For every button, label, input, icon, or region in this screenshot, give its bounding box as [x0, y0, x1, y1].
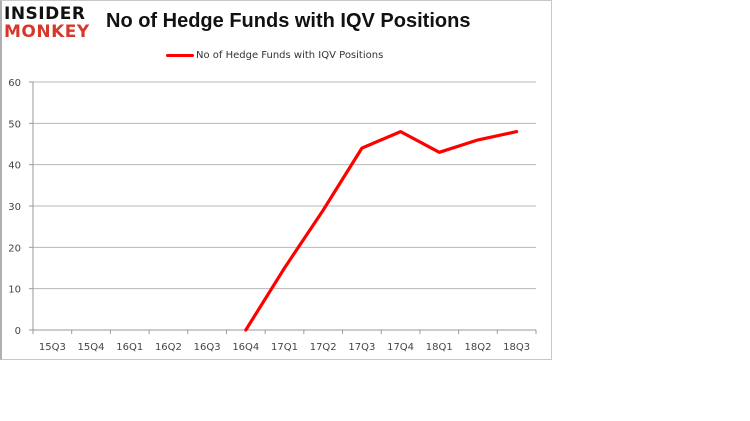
logo-line-1: INSIDER [4, 4, 86, 24]
y-tick-label: 0 [15, 326, 21, 337]
x-tick-label: 17Q1 [271, 342, 298, 353]
y-tick-label: 40 [8, 161, 21, 172]
chart-frame [0, 0, 552, 360]
x-tick-label: 16Q4 [232, 342, 259, 353]
x-tick-label: 17Q3 [348, 342, 375, 353]
y-tick-label: 50 [8, 119, 21, 130]
y-tick-label: 60 [8, 78, 21, 89]
x-tick-label: 17Q2 [310, 342, 337, 353]
x-tick-label: 18Q2 [464, 342, 491, 353]
x-tick-label: 16Q2 [155, 342, 182, 353]
y-tick-label: 30 [8, 202, 21, 213]
x-tick-label: 15Q4 [78, 342, 105, 353]
legend-label: No of Hedge Funds with IQV Positions [196, 50, 384, 61]
x-tick-label: 16Q3 [194, 342, 221, 353]
x-tick-label: 15Q3 [39, 342, 66, 353]
x-tick-label: 18Q1 [426, 342, 453, 353]
chart-legend: No of Hedge Funds with IQV Positions [166, 50, 383, 61]
y-tick-label: 20 [8, 243, 21, 254]
logo-line-2: MONKEY [4, 22, 90, 42]
series-line [244, 130, 519, 332]
insider-monkey-logo: INSIDER MONKEY [4, 6, 100, 41]
x-tick-label: 18Q3 [503, 342, 530, 353]
x-tick-label: 17Q4 [387, 342, 414, 353]
x-tick-label: 16Q1 [116, 342, 143, 353]
legend-line-swatch-icon [166, 54, 194, 57]
chart-title: No of Hedge Funds with IQV Positions [106, 10, 471, 32]
y-tick-label: 10 [8, 285, 21, 296]
